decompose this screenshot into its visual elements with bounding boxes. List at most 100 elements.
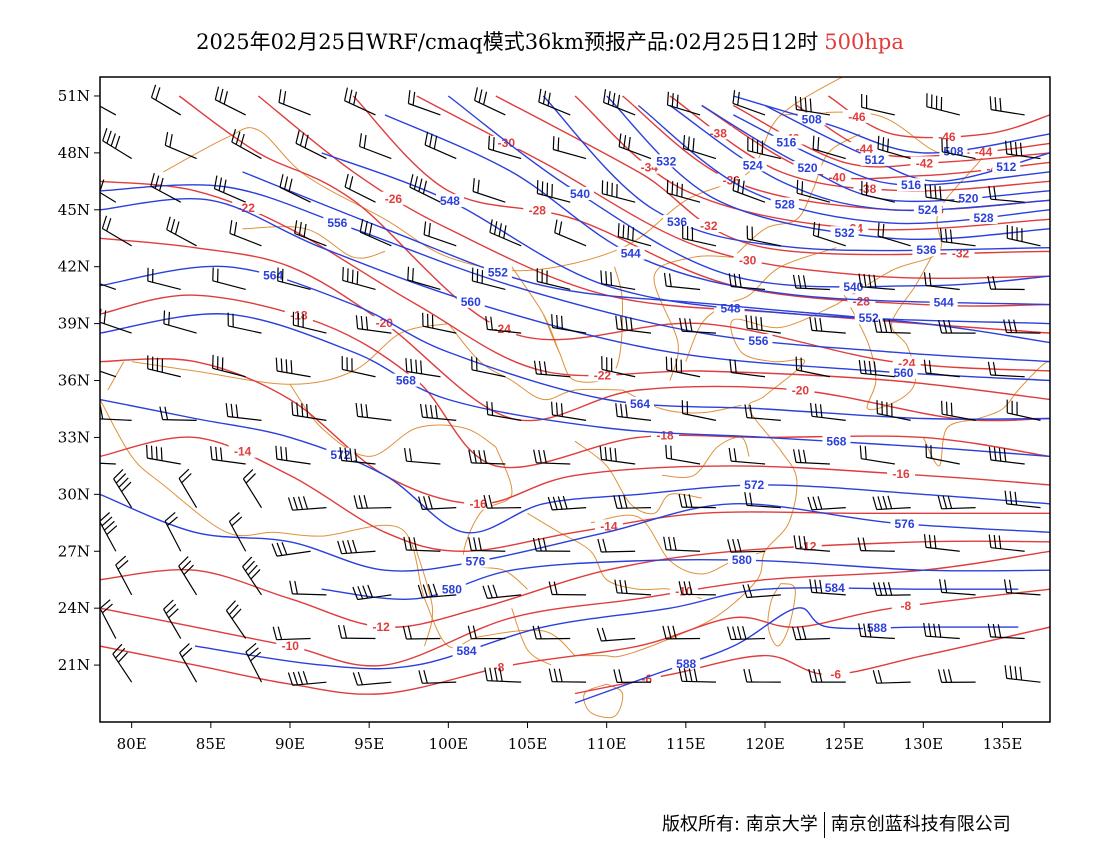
height-contour-label: 532 — [835, 226, 855, 240]
temperature-contour-label: -46 — [938, 130, 956, 144]
height-contour-label-bg — [452, 644, 481, 658]
height-contour-label: 588 — [676, 657, 696, 671]
wind-barb — [792, 274, 830, 291]
height-contour-label-bg — [854, 311, 883, 325]
height-contour-line — [242, 171, 1050, 344]
wind-barb — [101, 215, 132, 247]
temperature-contour-label-bg — [821, 667, 850, 681]
wind-barb — [810, 403, 846, 421]
wind-barb — [596, 627, 636, 642]
wind-barb — [809, 317, 846, 334]
wind-barb — [551, 314, 587, 334]
temperature-contour-line — [100, 294, 1050, 469]
height-contour-label-bg — [740, 478, 769, 492]
company-text: 南京创蓝科技有限公司 — [830, 814, 1011, 835]
lon-tick-label: 85E — [196, 735, 226, 753]
temperature-contour-label-bg — [228, 444, 257, 458]
height-contour-label: 580 — [732, 553, 752, 567]
temperature-contour-label: -44 — [975, 145, 993, 159]
wind-barb — [1005, 140, 1041, 160]
wind-barb — [791, 626, 830, 641]
height-contour-label: 572 — [744, 478, 764, 492]
temperature-contour-label: -38 — [859, 182, 877, 196]
wind-barb — [294, 220, 327, 247]
temperature-contour-label-bg — [910, 156, 939, 170]
wind-barb — [212, 267, 246, 291]
height-contour-line — [669, 104, 1050, 212]
height-contour-label: 564 — [263, 269, 283, 283]
height-contour-label: 588 — [867, 621, 887, 635]
wind-barb — [100, 370, 117, 378]
temperature-contour-label-bg — [276, 639, 305, 653]
temperature-contour-label: -14 — [600, 519, 618, 533]
temperature-contour-label-bg — [370, 316, 399, 330]
height-contour-line — [100, 313, 1050, 458]
lon-tick-label: 80E — [117, 735, 147, 753]
wind-barb — [727, 626, 766, 641]
lat-tick-label: 45N — [58, 201, 90, 219]
height-contour-line — [100, 184, 1050, 363]
wind-barb — [279, 174, 311, 203]
wind-barb — [742, 584, 781, 599]
temperature-contour-label-bg — [367, 619, 396, 633]
height-contour-label-bg — [744, 334, 773, 348]
height-contour-line — [100, 398, 1050, 534]
wind-barb — [404, 447, 441, 465]
latitude-axis: 51N 48N 45N 42N 39N 36N 33N 30N 27N 24N 21N — [58, 87, 100, 674]
height-contour-label-bg — [565, 186, 594, 200]
copyright-text: 版权所有: 南京大学 — [662, 814, 818, 835]
lat-tick-label: 39N — [58, 315, 90, 333]
wind-barb — [102, 128, 132, 160]
wind-barb — [551, 401, 587, 421]
temperature-contour-label: -28 — [529, 204, 547, 218]
height-contour-label: 568 — [826, 435, 846, 449]
temperature-contour-label-bg — [232, 200, 261, 214]
wind-barb — [663, 272, 701, 291]
wind-barb — [471, 267, 506, 291]
temperature-contour-label-bg — [786, 383, 815, 397]
wind-barb — [100, 512, 118, 552]
temperature-contour-line — [100, 550, 1050, 667]
wind-barb — [295, 130, 327, 160]
temperature-contour-label: -16 — [892, 467, 910, 481]
wind-barb — [100, 283, 117, 291]
wind-barb — [424, 131, 457, 160]
wind-barb — [407, 90, 441, 116]
temperature-contour-line — [100, 237, 1050, 422]
wind-barb — [359, 218, 392, 247]
temperature-contour-label: -12 — [799, 539, 817, 553]
wind-barb — [178, 468, 198, 508]
height-contour-label-bg — [793, 161, 822, 175]
height-contour-label: 544 — [934, 296, 954, 310]
boundary-line — [511, 608, 552, 666]
lat-tick-label: 30N — [58, 485, 90, 503]
wind-barb — [214, 86, 246, 116]
boundary-line — [662, 436, 750, 478]
height-contour-label: 524 — [743, 158, 763, 172]
temperature-contour-label-bg — [887, 466, 916, 480]
wind-barb — [485, 316, 522, 334]
wind-barb — [732, 177, 766, 203]
wind-barb — [166, 216, 197, 247]
height-contour-label: 512 — [865, 153, 885, 167]
wind-barb — [666, 179, 701, 203]
wind-barb — [242, 556, 262, 596]
temperature-contour-label: -12 — [373, 620, 391, 634]
height-contour-label: 584 — [825, 581, 845, 595]
height-contour-label-bg — [912, 243, 941, 257]
boundary-line — [732, 133, 861, 258]
wind-barb — [1003, 579, 1041, 596]
height-contour-line — [384, 114, 1050, 306]
wind-barb — [613, 669, 652, 684]
wind-barb — [210, 446, 246, 465]
wind-barb — [603, 89, 636, 116]
height-contour-label: 568 — [396, 374, 416, 388]
height-contour-label: 544 — [621, 247, 641, 261]
height-contour-line — [194, 587, 1019, 670]
wind-barb — [937, 669, 976, 684]
wind-barb — [418, 495, 457, 510]
wind-barb — [548, 581, 587, 596]
height-contour-label-bg — [969, 210, 998, 224]
wind-barb — [1004, 665, 1041, 683]
temperature-contour-label-bg — [733, 253, 762, 267]
